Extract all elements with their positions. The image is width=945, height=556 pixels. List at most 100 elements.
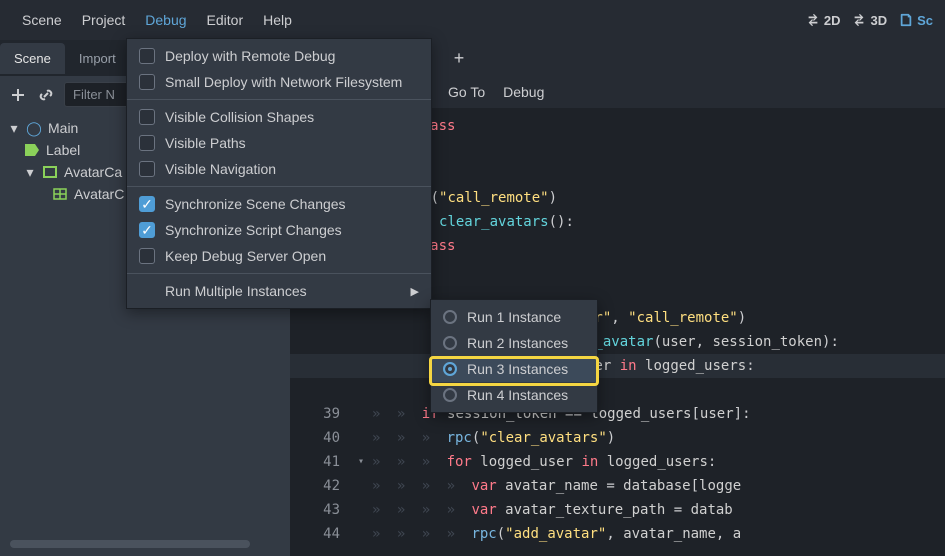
chevron-right-icon: ▶ — [411, 285, 419, 298]
dm-label: Synchronize Scene Changes — [165, 196, 346, 212]
editor-debug[interactable]: Debug — [503, 84, 544, 100]
debug-menu-sync-scene[interactable]: ✓ Synchronize Scene Changes — [127, 191, 431, 217]
view-3d-button[interactable]: 3D — [852, 13, 887, 28]
dm-label: Visible Navigation — [165, 161, 276, 177]
plus-icon — [10, 87, 26, 103]
code-content: » » » » var avatar_texture_path = datab — [372, 498, 733, 522]
code-line[interactable]: 38return — [290, 378, 945, 402]
tree-node-label-text: Label — [46, 142, 80, 158]
run-instances-submenu: Run 1 Instance Run 2 Instances Run 3 Ins… — [430, 299, 598, 413]
debug-menu-visible-nav[interactable]: Visible Navigation — [127, 156, 431, 182]
dm-label: Keep Debug Server Open — [165, 248, 326, 264]
sm-label: Run 2 Instances — [467, 335, 568, 351]
checkbox-checked-icon: ✓ — [139, 196, 155, 212]
menu-separator — [127, 273, 431, 274]
submenu-run-3[interactable]: Run 3 Instances — [431, 356, 597, 382]
view-script-button[interactable]: Sc — [899, 13, 933, 28]
debug-menu-visible-collision[interactable]: Visible Collision Shapes — [127, 104, 431, 130]
link-icon — [38, 87, 54, 103]
menu-help[interactable]: Help — [253, 6, 302, 34]
submenu-run-2[interactable]: Run 2 Instances — [431, 330, 597, 356]
sm-label: Run 3 Instances — [467, 361, 568, 377]
menu-separator — [127, 186, 431, 187]
menu-separator — [127, 99, 431, 100]
menu-project[interactable]: Project — [72, 6, 136, 34]
menu-editor[interactable]: Editor — [197, 6, 254, 34]
add-node-button[interactable] — [8, 85, 28, 105]
debug-menu-run-multiple[interactable]: Run Multiple Instances ▶ — [127, 278, 431, 304]
code-content: » » » rpc("clear_avatars") — [372, 426, 615, 450]
debug-menu-small-deploy[interactable]: Small Deploy with Network Filesystem — [127, 69, 431, 95]
debug-menu: Deploy with Remote Debug Small Deploy wi… — [126, 38, 432, 309]
checkbox-checked-icon: ✓ — [139, 222, 155, 238]
code-content: » » » » rpc("add_avatar", avatar_name, a — [372, 522, 741, 546]
swap-icon — [806, 13, 820, 27]
debug-menu-keep-server[interactable]: Keep Debug Server Open — [127, 243, 431, 269]
radio-icon — [443, 388, 457, 402]
code-line[interactable]: 35"any_peer", "call_remote") — [290, 306, 945, 330]
checkbox-icon — [139, 109, 155, 125]
container-node-icon — [42, 164, 58, 180]
debug-menu-visible-paths[interactable]: Visible Paths — [127, 130, 431, 156]
link-button[interactable] — [36, 85, 56, 105]
swap-icon — [852, 13, 866, 27]
line-number: 41 — [290, 450, 350, 474]
submenu-run-1[interactable]: Run 1 Instance — [431, 304, 597, 330]
menu-debug[interactable]: Debug — [135, 6, 196, 34]
view-3d-label: 3D — [870, 13, 887, 28]
grid-node-icon — [52, 186, 68, 202]
label-node-icon — [24, 142, 40, 158]
checkbox-icon — [139, 161, 155, 177]
line-number: 40 — [290, 426, 350, 450]
radio-icon — [443, 310, 457, 324]
script-icon — [899, 13, 913, 27]
dm-label: Visible Paths — [165, 135, 246, 151]
sm-label: Run 4 Instances — [467, 387, 568, 403]
code-content: » » » for logged_user in logged_users: — [372, 450, 716, 474]
menu-scene[interactable]: Scene — [12, 6, 72, 34]
line-number: 42 — [290, 474, 350, 498]
sm-label: Run 1 Instance — [467, 309, 561, 325]
code-line[interactable]: 36retrieve_avatar(user, session_token): — [290, 330, 945, 354]
dm-label: Deploy with Remote Debug — [165, 48, 335, 64]
debug-menu-sync-script[interactable]: ✓ Synchronize Script Changes — [127, 217, 431, 243]
code-line[interactable]: 43 » » » » var avatar_texture_path = data… — [290, 498, 945, 522]
checkbox-icon — [139, 74, 155, 90]
code-line[interactable]: 44 » » » » rpc("add_avatar", avatar_name,… — [290, 522, 945, 546]
view-2d-button[interactable]: 2D — [806, 13, 841, 28]
line-number: 44 — [290, 522, 350, 546]
view-2d-label: 2D — [824, 13, 841, 28]
line-number: 43 — [290, 498, 350, 522]
checkbox-icon — [139, 48, 155, 64]
chevron-down-icon: ▾ — [8, 122, 20, 134]
dm-label: Small Deploy with Network Filesystem — [165, 74, 402, 90]
tab-import[interactable]: Import — [65, 43, 130, 74]
radio-icon — [443, 336, 457, 350]
tree-root-label: Main — [48, 120, 78, 136]
fold-gutter: ▾ — [350, 450, 372, 474]
line-number: 39 — [290, 402, 350, 426]
new-tab-button[interactable]: + — [450, 49, 468, 67]
editor-goto[interactable]: Go To — [448, 84, 485, 100]
dm-label: Synchronize Script Changes — [165, 222, 342, 238]
chevron-down-icon: ▾ — [24, 166, 36, 178]
checkbox-icon — [139, 248, 155, 264]
horizontal-scrollbar[interactable] — [10, 540, 250, 548]
radio-selected-icon — [443, 362, 457, 376]
code-line[interactable]: 40 » » » rpc("clear_avatars") — [290, 426, 945, 450]
code-line[interactable]: 42 » » » » var avatar_name = database[log… — [290, 474, 945, 498]
tree-node-avatar-ca-text: AvatarCa — [64, 164, 122, 180]
tree-node-avatar-c-text: AvatarC — [74, 186, 124, 202]
code-line[interactable]: 41▾» » » for logged_user in logged_users… — [290, 450, 945, 474]
tab-scene[interactable]: Scene — [0, 43, 65, 74]
code-line[interactable]: 39» » if session_token == logged_users[u… — [290, 402, 945, 426]
code-content: » » » » var avatar_name = database[logge — [372, 474, 741, 498]
dm-label: Run Multiple Instances — [165, 283, 307, 299]
dm-label: Visible Collision Shapes — [165, 109, 314, 125]
code-line[interactable]: 37f not user in logged_users: — [290, 354, 945, 378]
debug-menu-deploy-remote[interactable]: Deploy with Remote Debug — [127, 43, 431, 69]
view-script-label: Sc — [917, 13, 933, 28]
checkbox-icon — [139, 135, 155, 151]
node-icon: ◯ — [26, 120, 42, 136]
submenu-run-4[interactable]: Run 4 Instances — [431, 382, 597, 408]
